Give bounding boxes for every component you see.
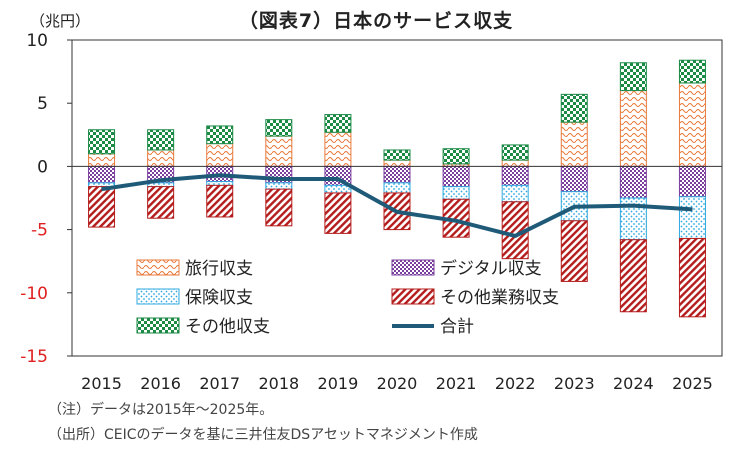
legend-label-other_business: その他業務収支 — [440, 288, 559, 308]
legend-label-insurance: 保険収支 — [185, 288, 253, 308]
bar-insurance-2019 — [324, 184, 352, 194]
plot-area-frame — [71, 39, 723, 357]
y-tick-label: 10 — [26, 31, 48, 51]
bar-digital-2023 — [560, 165, 588, 193]
y-axis-unit: （兆円） — [30, 12, 91, 30]
bar-travel-2020 — [383, 159, 411, 167]
bar-other-2017 — [206, 125, 234, 145]
y-tick-label: -5 — [31, 221, 48, 241]
bar-travel-2017 — [206, 143, 234, 167]
x-tick-label: 2024 — [613, 374, 654, 393]
note-data-period: （注）データは2015年～2025年。 — [48, 402, 274, 418]
legend-label-travel: 旅行収支 — [185, 259, 253, 279]
bar-other_business-2015 — [88, 186, 116, 228]
legend-label-total: 合計 — [440, 317, 474, 337]
bar-other-2024 — [619, 62, 647, 92]
bar-other_business-2018 — [265, 188, 293, 227]
bar-other-2022 — [501, 144, 529, 161]
bar-other_business-2023 — [560, 220, 588, 282]
bar-travel-2018 — [265, 135, 293, 167]
x-tick-label: 2015 — [81, 374, 122, 393]
bar-travel-2024 — [619, 90, 647, 167]
bar-travel-2022 — [501, 159, 529, 167]
bar-other_business-2017 — [206, 184, 234, 218]
x-tick-label: 2020 — [377, 374, 418, 393]
bar-travel-2015 — [88, 153, 116, 167]
bar-other_business-2025 — [678, 237, 706, 318]
note-source: （出所）CEICのデータを基に三井住友DSアセットマネジメント作成 — [48, 427, 478, 443]
bar-digital-2024 — [619, 165, 647, 199]
bar-other_business-2016 — [147, 186, 175, 219]
x-tick-label: 2023 — [554, 374, 595, 393]
y-tick-label: -10 — [20, 284, 48, 304]
legend-swatch-travel — [136, 259, 180, 276]
bar-travel-2016 — [147, 149, 175, 167]
bar-other-2015 — [88, 129, 116, 155]
x-tick-label: 2017 — [199, 374, 240, 393]
bar-insurance-2017 — [206, 181, 234, 186]
chart-title: （図表7）日本のサービス収支 — [238, 10, 514, 32]
x-tick-label: 2021 — [436, 374, 477, 393]
bar-other-2016 — [147, 129, 175, 151]
legend-swatch-other — [136, 317, 180, 334]
bar-insurance-2025 — [678, 196, 706, 239]
x-tick-label: 2019 — [318, 374, 359, 393]
bar-other-2025 — [678, 59, 706, 84]
bar-digital-2022 — [501, 165, 529, 186]
bar-other-2019 — [324, 114, 352, 133]
legend-swatch-digital — [391, 259, 435, 276]
bar-travel-2025 — [678, 82, 706, 167]
bar-insurance-2018 — [265, 182, 293, 190]
bar-other_business-2019 — [324, 192, 352, 234]
bar-other-2021 — [442, 148, 470, 165]
legend-swatch-insurance — [136, 288, 180, 305]
bar-insurance-2020 — [383, 182, 411, 194]
x-tick-label: 2022 — [495, 374, 536, 393]
line-total — [101, 173, 693, 238]
bar-insurance-2022 — [501, 184, 529, 203]
bar-travel-2019 — [324, 131, 352, 167]
x-tick-label: 2016 — [140, 374, 181, 393]
bar-other-2018 — [265, 119, 293, 137]
y-tick-label: 0 — [37, 157, 48, 177]
bar-digital-2015 — [88, 165, 116, 184]
legend-label-digital: デジタル収支 — [440, 258, 542, 279]
bar-digital-2021 — [442, 165, 470, 188]
legend-swatch-other_business — [391, 288, 435, 305]
y-tick-label: -15 — [20, 347, 48, 367]
x-tick-label: 2025 — [672, 374, 713, 393]
bar-other-2020 — [383, 149, 411, 161]
bar-insurance-2021 — [442, 186, 470, 200]
bar-digital-2020 — [383, 165, 411, 184]
bar-travel-2023 — [560, 121, 588, 167]
bar-other_business-2024 — [619, 239, 647, 313]
y-tick-label: 5 — [37, 94, 48, 114]
legend-label-other: その他収支 — [185, 317, 270, 337]
footnotes: （注）データは2015年～2025年。 （出所）CEICのデータを基に三井住友D… — [48, 398, 478, 448]
x-tick-label: 2018 — [258, 374, 299, 393]
bar-other-2023 — [560, 93, 588, 123]
bar-digital-2025 — [678, 165, 706, 198]
